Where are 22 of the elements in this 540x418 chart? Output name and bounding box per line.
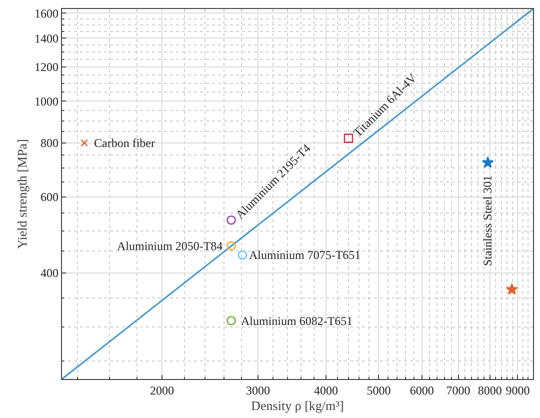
x-tick-label: 8000 bbox=[478, 384, 502, 398]
x-axis-title: Density ρ [kg/m³] bbox=[251, 398, 344, 414]
y-tick-label: 800 bbox=[40, 136, 58, 150]
y-tick-label: 1000 bbox=[34, 94, 58, 108]
x-tick-label: 6000 bbox=[410, 384, 434, 398]
x-tick-label: 5000 bbox=[366, 384, 391, 398]
text: Stainless Steel 301 bbox=[480, 175, 495, 266]
x-tick-label: 2000 bbox=[150, 384, 174, 398]
x-tick-label: 9000 bbox=[506, 384, 530, 398]
series-label: Aluminium 7075-T651 bbox=[249, 248, 361, 262]
y-tick-label: 1400 bbox=[34, 31, 58, 46]
y-tick-label: 600 bbox=[40, 190, 58, 204]
y-tick-label: 1200 bbox=[34, 60, 58, 74]
x-tick-label: 7000 bbox=[446, 384, 470, 398]
series-label: Aluminium 2050-T84 bbox=[117, 239, 223, 253]
series-label: Aluminium 6082-T651 bbox=[241, 314, 353, 328]
x-tick-label: 4000 bbox=[314, 384, 338, 398]
series-label: Carbon fiber bbox=[94, 136, 155, 150]
x-tick-label: 3000 bbox=[246, 384, 270, 398]
y-axis-title: Yield strength [MPa] bbox=[14, 139, 30, 249]
y-tick-label: 400 bbox=[40, 266, 58, 280]
y-tick-label: 1600 bbox=[34, 6, 58, 20]
